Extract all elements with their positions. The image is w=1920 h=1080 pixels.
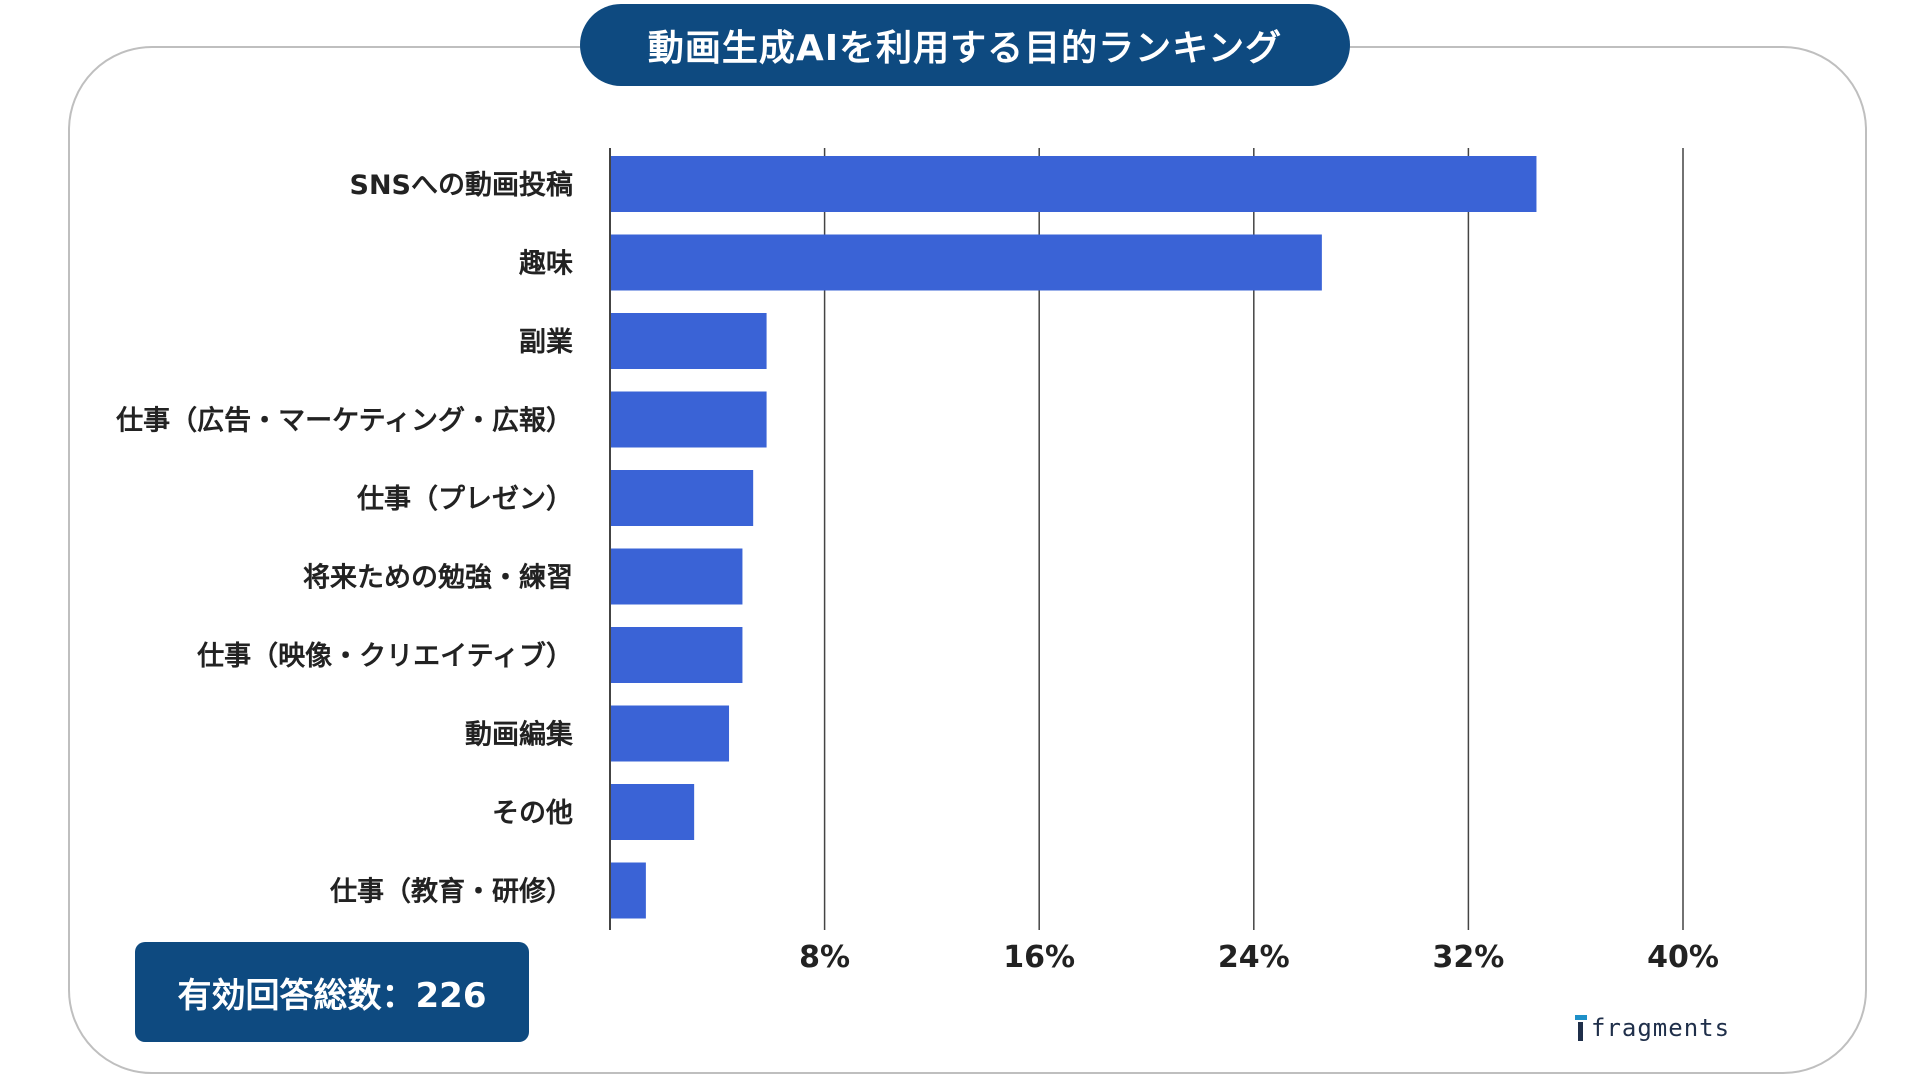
category-label: 仕事（プレゼン）	[356, 484, 573, 515]
category-label: 趣味	[518, 249, 573, 280]
bar	[611, 391, 767, 448]
category-label: 仕事（広告・マーケティング・広報）	[115, 405, 573, 437]
brand-logo: fragments	[1573, 1010, 1730, 1046]
bar	[611, 862, 646, 919]
bar	[611, 156, 1537, 212]
category-label: SNSへの動画投稿	[350, 169, 574, 201]
x-tick-label: 32%	[1432, 940, 1504, 975]
bar	[611, 705, 730, 762]
x-tick-label: 8%	[799, 940, 850, 975]
bar	[611, 313, 767, 369]
fragments-logo-icon	[1575, 1015, 1587, 1041]
x-tick-label: 40%	[1647, 940, 1719, 975]
x-tick-label: 24%	[1218, 940, 1290, 975]
category-label: 仕事（映像・クリエイティブ）	[196, 640, 573, 672]
bar	[611, 548, 743, 605]
category-label: 将来ための勉強・練習	[303, 562, 573, 594]
category-label: その他	[492, 798, 573, 829]
bar	[611, 627, 743, 683]
bar	[611, 784, 695, 840]
x-tick-label: 16%	[1003, 940, 1075, 975]
total-responses-badge: 有効回答総数：226	[135, 942, 529, 1042]
chart-card	[68, 46, 1867, 1074]
bar	[611, 234, 1322, 291]
bar	[611, 470, 754, 526]
category-label: 仕事（教育・研修）	[329, 876, 573, 908]
category-label: 動画編集	[465, 719, 574, 751]
category-label: 副業	[519, 327, 573, 358]
chart-title: 動画生成AIを利用する目的ランキング	[580, 4, 1350, 86]
brand-name: fragments	[1591, 1014, 1731, 1042]
